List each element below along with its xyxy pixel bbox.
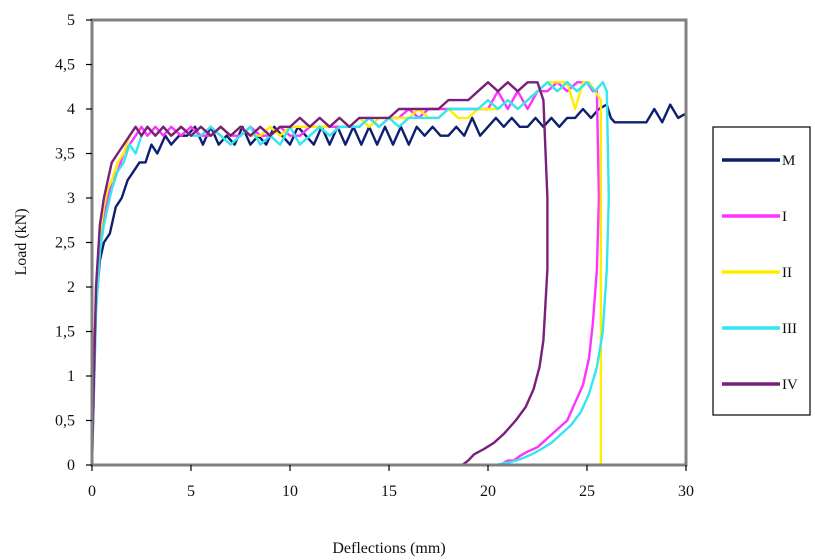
y-tick-label: 4 [67,101,75,118]
y-tick-label: 0 [67,457,75,474]
x-tick-label: 20 [480,483,496,500]
y-tick-label: 2,5 [55,235,75,252]
legend-label-m: M [782,153,795,169]
y-tick-label: 4,5 [55,57,75,74]
series-line-m [90,103,688,467]
x-tick-label: 5 [187,483,195,500]
ticks-layer: 0 5 10 15 20 25 30 0 0,5 1 1,5 2 2,5 3 3,5 4 4,5 5 [55,12,694,500]
legend-label-iv: IV [782,377,798,393]
series-layer [90,81,688,467]
x-tick-label: 30 [678,483,694,500]
x-axis-title: Deflections (mm) [332,540,445,557]
legend-label-i: I [782,209,787,225]
series-line-iv [90,81,549,467]
y-tick-label: 1,5 [55,324,75,341]
y-tick-label: 3 [67,190,75,207]
y-tick-label: 2 [67,279,75,296]
y-tick-label: 5 [67,12,75,29]
legend-label-ii: II [782,265,792,281]
x-tick-label: 25 [579,483,595,500]
x-tick-label: 10 [282,483,298,500]
plot-area [92,20,686,465]
y-tick-label: 3,5 [55,146,75,163]
x-tick-label: 0 [88,483,96,500]
y-tick-label: 1 [67,368,75,385]
x-tick-label: 15 [381,483,397,500]
y-tick-label: 0,5 [55,413,75,430]
legend-label-iii: III [782,321,797,337]
y-axis-title: Load (kN) [13,208,30,275]
